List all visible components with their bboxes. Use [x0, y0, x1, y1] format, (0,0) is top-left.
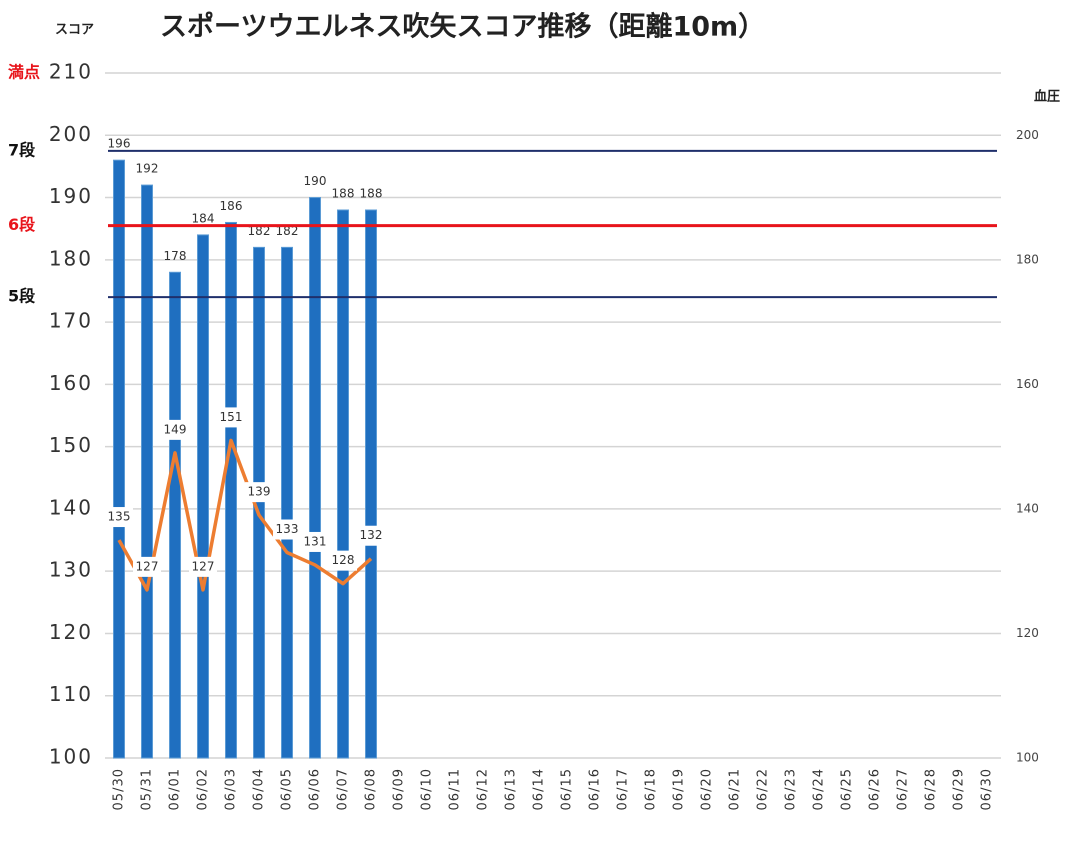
value-label-bg [133, 556, 161, 577]
bar-value-label: 192 [136, 162, 159, 176]
value-label-bg [273, 519, 301, 540]
x-tick-label: 06/14 [532, 768, 547, 810]
chart-title: スポーツウエルネス吹矢スコア推移（距離10m） [160, 11, 765, 43]
x-tick-label: 06/29 [952, 768, 967, 810]
reference-label: 5段 [8, 287, 36, 306]
bar [197, 234, 209, 759]
line-value-label: 133 [276, 522, 299, 536]
x-tick-label: 06/11 [448, 768, 463, 810]
x-tick-label: 06/27 [896, 768, 911, 810]
bar-value-label: 186 [220, 199, 243, 213]
x-tick-label: 06/10 [420, 768, 435, 810]
x-tick-label: 06/08 [364, 768, 379, 810]
bar [365, 209, 377, 759]
x-tick-label: 06/23 [784, 768, 799, 810]
x-tick-label: 06/01 [168, 768, 183, 810]
x-tick-label: 06/21 [728, 768, 743, 810]
y2-tick-label: 100 [1016, 751, 1039, 765]
x-tick-label: 06/26 [868, 768, 883, 810]
x-tick-label: 06/16 [588, 768, 603, 810]
x-tick-label: 06/30 [980, 768, 995, 810]
y2-axis-label: 血圧 [1034, 89, 1060, 105]
x-tick-label: 06/03 [224, 768, 239, 810]
bar [281, 246, 293, 759]
y2-tick-label: 140 [1016, 501, 1039, 515]
x-tick-label: 06/04 [252, 768, 267, 810]
bar-value-label: 182 [248, 224, 271, 238]
bar-value-label: 182 [276, 224, 299, 238]
x-tick-label: 06/17 [616, 768, 631, 810]
y-tick-label: 160 [49, 371, 93, 395]
value-label-bg [357, 525, 385, 546]
y-tick-label: 210 [49, 60, 93, 84]
x-tick-label: 06/24 [812, 768, 827, 810]
x-tick-label: 06/22 [756, 768, 771, 810]
line-value-label: 128 [332, 553, 355, 567]
y-tick-label: 200 [49, 122, 93, 146]
bar [309, 197, 321, 759]
reference-label: 満点 [8, 63, 40, 82]
y-tick-label: 100 [49, 745, 93, 769]
x-tick-label: 05/30 [112, 768, 127, 810]
line-value-label: 127 [136, 559, 159, 573]
line-value-label: 139 [248, 485, 271, 499]
x-tick-label: 05/31 [140, 768, 155, 810]
value-label-bg [301, 531, 329, 552]
line-value-label: 149 [164, 422, 187, 436]
y2-tick-label: 180 [1016, 252, 1039, 266]
line [117, 438, 373, 592]
y-tick-label: 150 [49, 433, 93, 457]
x-tick-label: 06/06 [308, 768, 323, 810]
value-label-bg [245, 482, 273, 503]
bar [141, 184, 153, 759]
line-value-label: 127 [192, 559, 215, 573]
value-label-bg [161, 419, 189, 440]
y-tick-label: 130 [49, 558, 93, 582]
x-tick-label: 06/18 [644, 768, 659, 810]
value-label-bg [217, 407, 245, 428]
y-tick-label: 180 [49, 246, 93, 270]
line-value-label: 151 [220, 410, 243, 424]
x-tick-label: 06/19 [672, 768, 687, 810]
bar-value-label: 190 [304, 174, 327, 188]
bar-value-label: 184 [192, 211, 215, 225]
value-label-bg [189, 556, 217, 577]
x-tick-label: 06/07 [336, 768, 351, 810]
y-tick-label: 110 [49, 682, 93, 706]
line-value-label: 131 [304, 534, 327, 548]
x-tick-label: 06/02 [196, 768, 211, 810]
y-tick-label: 120 [49, 620, 93, 644]
bar-value-label: 196 [108, 137, 131, 151]
y-tick-label: 170 [49, 309, 93, 333]
y-axis-label: スコア [55, 23, 94, 38]
reference-label: 7段 [8, 140, 36, 159]
bar [113, 159, 125, 759]
bar [337, 209, 349, 759]
x-tick-label: 06/20 [700, 768, 715, 810]
y-tick-label: 140 [49, 495, 93, 519]
y-tick-label: 190 [49, 184, 93, 208]
x-tick-label: 06/25 [840, 768, 855, 810]
line-value-label: 135 [108, 510, 131, 524]
bar-value-label: 188 [360, 187, 383, 201]
line-value-label: 132 [360, 528, 383, 542]
reference-label: 6段 [8, 215, 36, 234]
x-tick-label: 06/15 [560, 768, 575, 810]
x-tick-label: 06/13 [504, 768, 519, 810]
bar [225, 221, 237, 759]
y2-tick-label: 200 [1016, 128, 1039, 142]
bar-value-label: 178 [164, 249, 187, 263]
x-tick-label: 06/05 [280, 768, 295, 810]
bar [169, 271, 181, 759]
value-label-bg [105, 507, 133, 528]
y2-tick-label: 160 [1016, 377, 1039, 391]
x-tick-label: 06/12 [476, 768, 491, 810]
bar-value-label: 188 [332, 187, 355, 201]
value-label-bg [329, 550, 357, 571]
y2-tick-label: 120 [1016, 626, 1039, 640]
x-tick-label: 06/09 [392, 768, 407, 810]
x-tick-label: 06/28 [924, 768, 939, 810]
